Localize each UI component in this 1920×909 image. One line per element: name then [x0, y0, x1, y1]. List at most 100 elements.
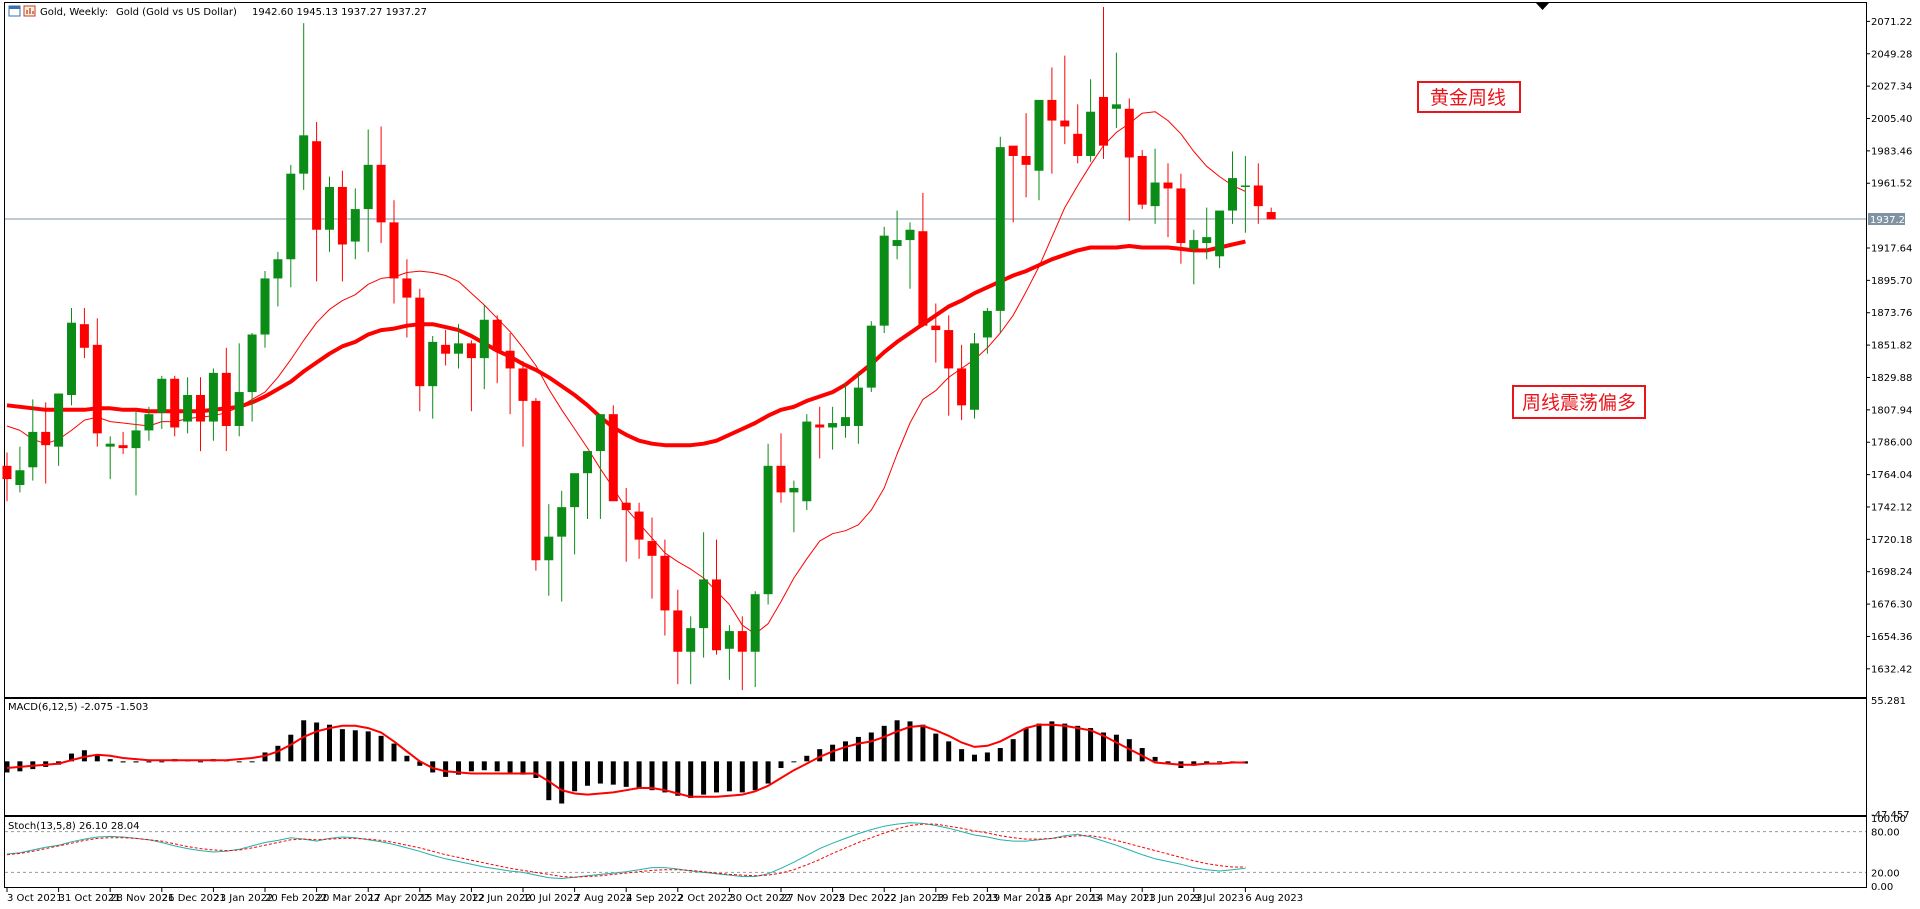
candle-body — [1099, 96, 1108, 146]
candle — [131, 409, 141, 496]
candle-body — [828, 423, 838, 428]
candle — [144, 406, 154, 441]
candle — [505, 333, 515, 415]
candle — [724, 625, 734, 680]
candle-body — [1111, 104, 1121, 109]
macd-histogram-bar — [701, 761, 707, 795]
annotation-weekly-gold-text: 黄金周线 — [1430, 87, 1506, 109]
candle-body — [247, 334, 257, 393]
candle-body — [1228, 178, 1237, 211]
candle-body — [1163, 182, 1173, 189]
candle — [1150, 148, 1160, 224]
candle — [892, 210, 902, 260]
candle-body — [608, 414, 618, 502]
candle — [79, 307, 89, 359]
candle — [492, 315, 502, 384]
macd-histogram-bar — [417, 761, 423, 766]
candle-body — [1189, 240, 1199, 249]
macd-histogram-bar — [894, 720, 900, 762]
candle-body — [944, 330, 954, 369]
candle-body — [92, 344, 102, 434]
macd-histogram-bar — [1075, 725, 1081, 762]
macd-histogram-bar — [365, 731, 371, 762]
stoch-d-line — [6, 823, 1246, 878]
candle — [995, 136, 1005, 334]
candle — [1099, 6, 1108, 159]
candle — [737, 616, 747, 691]
x-tick-label: 19 Mar 2023 — [987, 893, 1050, 904]
candle — [28, 399, 38, 481]
candle-body — [273, 259, 283, 279]
y-tick-label: 2071.22 — [1871, 17, 1912, 28]
macd-histogram-bar — [1204, 761, 1210, 764]
macd-histogram-bar — [881, 725, 887, 762]
candle-body — [1240, 185, 1250, 187]
candle — [621, 487, 631, 562]
x-tick-label: 23 Jan 2022 — [213, 893, 273, 904]
candle — [1060, 55, 1070, 145]
candle-body — [1266, 212, 1276, 220]
candle-body — [750, 594, 760, 652]
macd-histogram-bar — [688, 761, 694, 798]
x-tick-label: 11 Jun 2023 — [1142, 893, 1202, 904]
macd-histogram-bar — [533, 761, 539, 778]
macd-histogram-bar — [494, 761, 500, 772]
macd-histogram-bar — [249, 761, 255, 763]
candle-body — [970, 343, 979, 410]
macd-histogram-bar — [1126, 739, 1132, 762]
macd-histogram-bar — [1088, 728, 1094, 762]
candle — [208, 368, 218, 441]
macd-histogram-bar — [597, 761, 603, 784]
candle-body — [441, 344, 451, 354]
x-tick-label: 17 Apr 2022 — [368, 893, 430, 904]
macd-histogram-bar — [1036, 723, 1042, 762]
macd-histogram-bar — [404, 755, 410, 762]
macd-histogram-bar — [933, 733, 939, 762]
macd-histogram-bar — [327, 724, 332, 762]
x-tick-label: 10 Jul 2022 — [523, 893, 580, 904]
candle — [815, 406, 825, 459]
y-tick-label: 1829.88 — [1871, 373, 1912, 384]
candle — [1240, 155, 1250, 233]
stoch-y-tick-label: 80.00 — [1871, 828, 1900, 839]
y-tick-label: 1917.64 — [1871, 243, 1912, 254]
y-tick-label: 1764.04 — [1871, 470, 1912, 481]
macd-histogram-bar — [94, 754, 100, 762]
macd-histogram-bar — [288, 734, 294, 762]
candle-body — [286, 173, 296, 260]
candle — [312, 122, 322, 282]
macd-histogram-bar — [817, 749, 823, 762]
candle-body — [54, 393, 64, 447]
macd-histogram-bar — [984, 752, 990, 762]
candle-body — [479, 319, 489, 359]
candle-body — [802, 421, 812, 502]
candle-body — [325, 186, 334, 230]
candle — [1202, 207, 1212, 260]
macd-histogram-bar — [1049, 721, 1055, 762]
macd-histogram-bar — [507, 761, 513, 773]
candle-body — [1034, 99, 1044, 171]
candle — [1189, 229, 1199, 285]
candle-body — [157, 378, 167, 413]
candle — [1073, 104, 1083, 164]
candle-body — [2, 465, 12, 480]
candle — [15, 446, 25, 493]
candle — [583, 451, 592, 519]
candle — [479, 304, 489, 390]
macd-histogram-bar — [236, 761, 242, 763]
time-shift-marker[interactable] — [1536, 3, 1549, 10]
candle-body — [531, 400, 541, 561]
macd-histogram-bar — [946, 741, 952, 762]
candle — [260, 271, 270, 348]
macd-histogram-bar — [159, 761, 165, 763]
macd-histogram-bar — [352, 730, 358, 762]
macd-histogram-bar — [765, 761, 771, 784]
candles-layer — [2, 6, 1276, 691]
candle-body — [402, 278, 412, 298]
candle-body — [466, 343, 476, 359]
macd-histogram-bar — [959, 749, 965, 762]
candle — [1228, 151, 1237, 224]
candle-body — [957, 368, 967, 406]
candle-body — [260, 278, 270, 335]
